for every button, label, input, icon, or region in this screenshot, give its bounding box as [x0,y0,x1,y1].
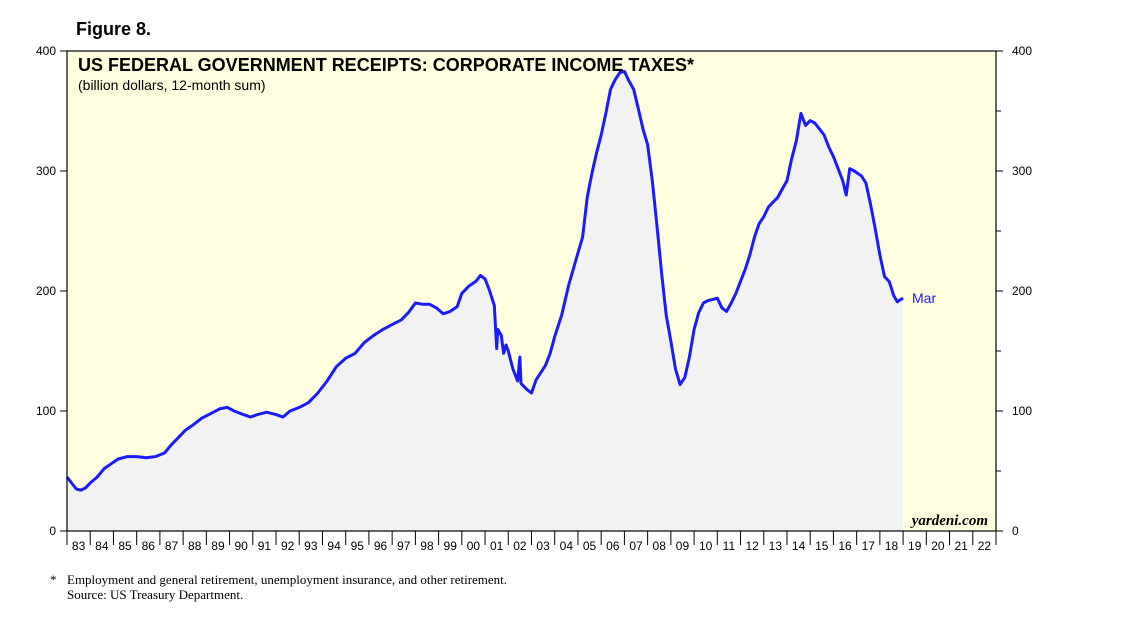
y-tick-label-right: 200 [1012,284,1032,298]
y-tick-label-left: 200 [36,284,56,298]
x-tick-label: 89 [211,539,225,553]
x-tick-label: 20 [931,539,945,553]
x-tick-label: 04 [560,539,574,553]
x-tick-label: 07 [629,539,643,553]
x-tick-label: 88 [188,539,202,553]
x-tick-label: 06 [606,539,620,553]
x-tick-label: 13 [769,539,783,553]
y-axis-right: 0 100 200 300 400 [996,44,1032,538]
chart-subtitle: (billion dollars, 12-month sum) [78,77,266,93]
x-tick-label: 84 [95,539,109,553]
x-tick-label: 17 [862,539,876,553]
x-tick-label: 95 [351,539,365,553]
x-tick-label: 18 [885,539,899,553]
y-tick-label-right: 400 [1012,44,1032,58]
x-tick-label: 02 [513,539,527,553]
x-tick-label: 87 [165,539,179,553]
y-tick-label-left: 0 [49,524,56,538]
chart-title: US FEDERAL GOVERNMENT RECEIPTS: CORPORAT… [78,55,694,75]
end-label: Mar [912,290,936,306]
x-tick-label: 91 [258,539,272,553]
x-tick-label: 19 [908,539,922,553]
x-tick-label: 94 [327,539,341,553]
x-tick-label: 99 [444,539,458,553]
y-tick-label-left: 400 [36,44,56,58]
y-axis-left: 0 100 200 300 400 [36,44,67,538]
x-tick-label: 97 [397,539,411,553]
x-tick-label: 12 [745,539,759,553]
x-axis: 83 84 85 86 87 88 89 90 91 92 93 94 95 96 97 98 99 00 01 02… [66,531,997,553]
x-tick-label: 00 [467,539,481,553]
x-tick-label: 86 [142,539,156,553]
y-tick-label-right: 0 [1012,524,1019,538]
y-tick-label-left: 300 [36,164,56,178]
y-tick-label-left: 100 [36,404,56,418]
x-tick-label: 05 [583,539,597,553]
x-tick-label: 83 [72,539,86,553]
figure-label: Figure 8. [76,19,152,39]
watermark: yardeni.com [910,513,988,529]
y-tick-label-right: 300 [1012,164,1032,178]
x-tick-label: 90 [235,539,249,553]
y-tick-label-right: 100 [1012,404,1032,418]
x-tick-label: 96 [374,539,388,553]
x-tick-label: 01 [490,539,504,553]
footnote-marker: * [50,572,57,587]
footnote-text: Employment and general retirement, unemp… [67,572,508,587]
x-tick-label: 08 [653,539,667,553]
x-tick-label: 09 [676,539,690,553]
series-line [65,69,904,492]
x-tick-label: 22 [978,539,992,553]
x-tick-label: 15 [815,539,829,553]
x-tick-label: 03 [536,539,550,553]
x-tick-label: 10 [699,539,713,553]
x-tick-label: 85 [118,539,132,553]
x-tick-label: 16 [838,539,852,553]
source-note: Source: US Treasury Department. [67,587,244,602]
x-tick-label: 14 [792,539,806,553]
x-tick-label: 92 [281,539,295,553]
x-tick-label: 11 [723,539,736,553]
x-tick-label: 93 [304,539,318,553]
footnote: * Employment and general retirement, unem… [50,572,507,602]
x-tick-label: 98 [420,539,434,553]
x-tick-label: 21 [954,539,968,553]
